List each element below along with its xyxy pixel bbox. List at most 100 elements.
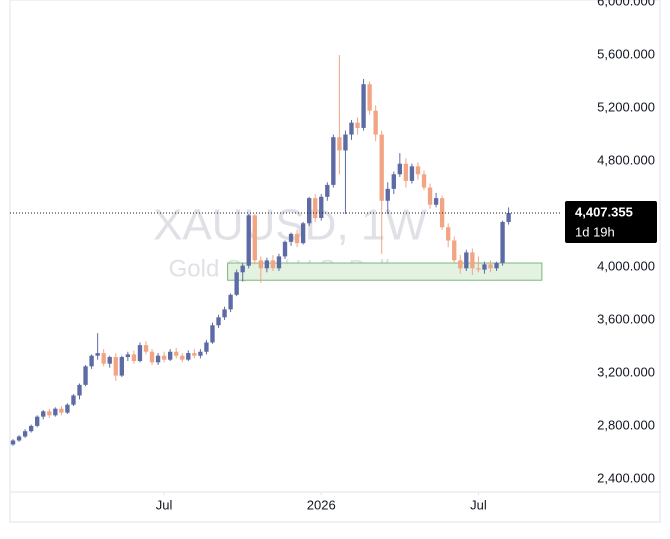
candle-body	[276, 256, 282, 269]
last-price-box	[565, 201, 657, 244]
candle-body	[119, 357, 124, 376]
zone	[227, 262, 543, 281]
y-tick-label: 3,600.000	[597, 311, 655, 326]
candle-body	[452, 240, 457, 261]
candle-body	[95, 353, 100, 356]
candle-body	[41, 411, 46, 417]
candle-body	[101, 353, 106, 364]
candle-body	[131, 354, 137, 362]
candle-body	[222, 309, 227, 318]
candle-body	[343, 134, 348, 151]
candle-body	[397, 163, 403, 175]
candle-body	[204, 342, 209, 352]
candle-body	[494, 263, 499, 269]
candle-body	[458, 260, 463, 269]
watermark-title: XAUUSD, 1W	[153, 201, 427, 250]
candle-body	[252, 215, 257, 261]
candle-body	[198, 351, 203, 356]
candle-body	[325, 184, 330, 197]
candle-body	[464, 252, 469, 269]
candle-body	[307, 198, 312, 224]
candle-body	[137, 345, 143, 362]
candle-body	[288, 233, 294, 242]
x-tick-label: 2026	[307, 497, 336, 512]
candle-body	[216, 317, 221, 326]
y-tick-label: 2,800.000	[597, 417, 655, 432]
candle-body	[180, 355, 185, 360]
y-tick-label: 6,000.000	[597, 0, 655, 9]
candle-body	[264, 260, 270, 269]
countdown: 1d 19h	[575, 224, 615, 239]
x-tick-label: Jul	[156, 497, 173, 512]
candle-body	[506, 213, 511, 222]
candle-body	[433, 198, 439, 205]
candle-body	[470, 252, 475, 269]
candle-body	[71, 395, 76, 405]
candle-body	[258, 260, 263, 269]
candle-body	[167, 351, 173, 360]
candle-body	[415, 166, 421, 175]
candle-body	[294, 233, 300, 244]
candle-body	[65, 404, 70, 413]
candle-body	[113, 357, 118, 376]
y-tick-label: 4,800.000	[597, 152, 655, 167]
candle-body	[174, 351, 179, 356]
candle-body	[246, 215, 251, 266]
candle-body	[427, 187, 433, 205]
candle-body	[210, 325, 215, 343]
y-tick-label: 3,200.000	[597, 364, 655, 379]
candle-body	[228, 294, 233, 310]
candle-body	[240, 265, 245, 273]
candle-body	[234, 272, 239, 295]
candle-body	[186, 353, 191, 360]
y-tick-label: 4,000.000	[597, 258, 655, 273]
candle-body	[16, 436, 22, 441]
candle-body	[367, 84, 372, 111]
candle-body	[331, 137, 336, 185]
candle-body	[107, 357, 112, 364]
candle-body	[77, 384, 82, 396]
candle-body	[53, 408, 58, 416]
candle-body	[10, 440, 16, 445]
candle-body	[500, 221, 505, 264]
candle-body	[192, 353, 197, 356]
candle-body	[409, 166, 415, 181]
chart-frame	[9, 0, 661, 523]
candle-body	[476, 268, 481, 270]
candle-body	[47, 411, 52, 416]
candle-body	[313, 198, 318, 218]
candle-body	[482, 264, 487, 270]
x-tick-label: Jul	[470, 497, 487, 512]
candle-body	[59, 408, 64, 413]
candle-body	[355, 122, 360, 128]
candle-body	[28, 425, 34, 432]
candle-body	[83, 366, 88, 385]
candle-body	[35, 416, 40, 426]
candle-body	[391, 174, 396, 189]
candle-body	[282, 241, 288, 257]
last-price-label: 4,407.355	[575, 204, 633, 219]
candle-body	[270, 260, 276, 269]
candle-body	[488, 264, 493, 269]
candle-body	[385, 188, 390, 201]
candle-body	[143, 345, 149, 352]
candle-body	[361, 84, 366, 128]
y-tick-label: 5,200.000	[597, 100, 655, 115]
y-tick-label: 2,400.000	[597, 470, 655, 485]
candle-body	[373, 110, 378, 135]
candle-body	[161, 355, 167, 360]
candle-body	[149, 351, 155, 363]
candle-body	[403, 163, 409, 181]
candle-body	[446, 227, 451, 241]
candle-body	[379, 134, 384, 201]
candle-body	[421, 174, 427, 188]
candle-body	[319, 196, 324, 218]
candle-body	[89, 355, 94, 367]
candle-body	[337, 137, 342, 151]
candle-body	[22, 431, 28, 437]
y-tick-label: 5,600.000	[597, 47, 655, 62]
candle-body	[125, 354, 131, 358]
candle-body	[155, 355, 161, 363]
